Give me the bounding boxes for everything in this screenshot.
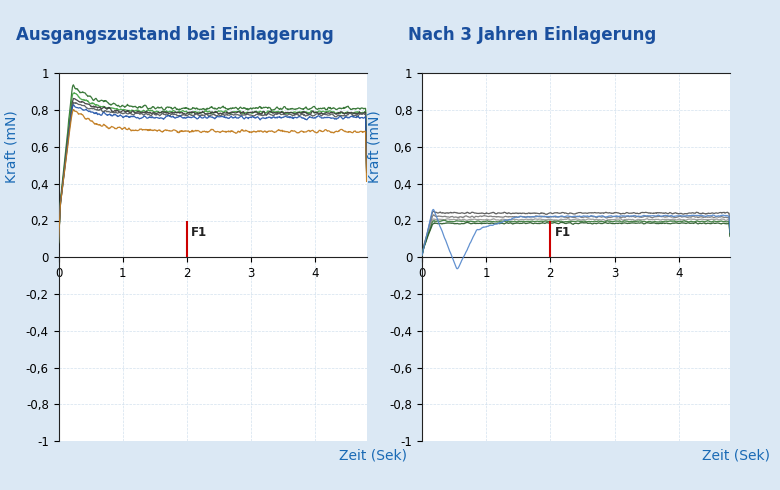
Text: Ausgangszustand bei Einlagerung: Ausgangszustand bei Einlagerung: [16, 26, 333, 44]
X-axis label: Zeit (Sek): Zeit (Sek): [702, 448, 770, 463]
Y-axis label: Kraft (mN): Kraft (mN): [5, 111, 19, 183]
X-axis label: Zeit (Sek): Zeit (Sek): [339, 448, 406, 463]
Text: Nach 3 Jahren Einlagerung: Nach 3 Jahren Einlagerung: [408, 26, 656, 44]
Text: F1: F1: [555, 226, 571, 239]
Text: F1: F1: [191, 226, 207, 239]
Y-axis label: Kraft (mN): Kraft (mN): [368, 111, 382, 183]
